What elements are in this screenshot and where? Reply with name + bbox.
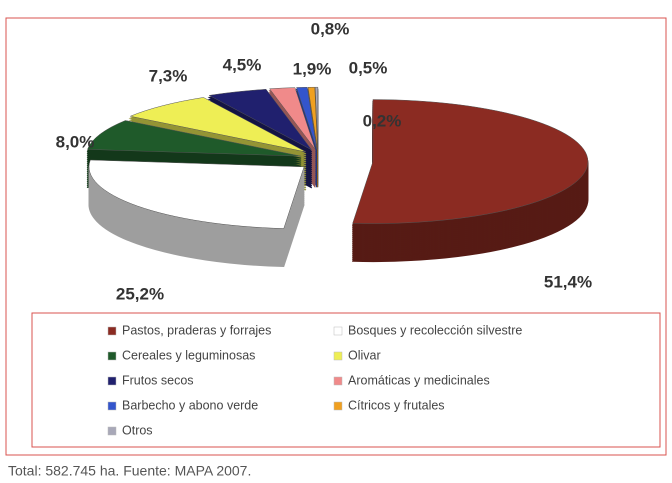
slice-label: 51,4% bbox=[544, 272, 592, 291]
legend-swatch bbox=[333, 376, 343, 386]
legend-label: Cereales y leguminosas bbox=[122, 348, 255, 362]
slice-label: 8,0% bbox=[56, 132, 95, 151]
slice bbox=[208, 89, 312, 151]
slice bbox=[87, 120, 302, 157]
legend-swatch bbox=[107, 326, 117, 336]
legend-swatch bbox=[107, 401, 117, 411]
legend-label: Otros bbox=[122, 423, 153, 437]
slice-label: 0,5% bbox=[349, 58, 388, 77]
slice-label: 0,2% bbox=[363, 111, 402, 130]
source-note: Total: 582.745 ha. Fuente: MAPA 2007. bbox=[8, 463, 251, 479]
legend-swatch bbox=[333, 351, 343, 361]
legend-swatch bbox=[333, 401, 343, 411]
legend-label: Pastos, praderas y forrajes bbox=[122, 323, 271, 337]
legend-swatch bbox=[107, 351, 117, 361]
slice-label: 1,9% bbox=[293, 59, 332, 78]
legend-frame bbox=[31, 312, 661, 448]
legend-label: Cítricos y frutales bbox=[348, 398, 445, 412]
slice-label: 25,2% bbox=[116, 284, 164, 303]
legend-swatch bbox=[333, 326, 343, 336]
slice-label: 7,3% bbox=[149, 66, 188, 85]
legend-swatch bbox=[107, 426, 117, 436]
slice bbox=[129, 97, 307, 153]
slice bbox=[88, 159, 305, 229]
legend-label: Barbecho y abono verde bbox=[122, 398, 258, 412]
slice bbox=[307, 86, 318, 150]
legend-label: Bosques y recolección silvestre bbox=[348, 323, 522, 337]
slice-label: 4,5% bbox=[223, 55, 262, 74]
legend-swatch bbox=[107, 376, 117, 386]
chart-frame bbox=[5, 17, 667, 456]
legend-label: Olivar bbox=[348, 348, 381, 362]
slice bbox=[269, 87, 316, 150]
legend-label: Aromáticas y medicinales bbox=[348, 373, 490, 387]
legend-label: Frutos secos bbox=[122, 373, 194, 387]
slice bbox=[352, 99, 589, 224]
slice bbox=[296, 87, 318, 150]
slice-label: 0,8% bbox=[311, 19, 350, 38]
